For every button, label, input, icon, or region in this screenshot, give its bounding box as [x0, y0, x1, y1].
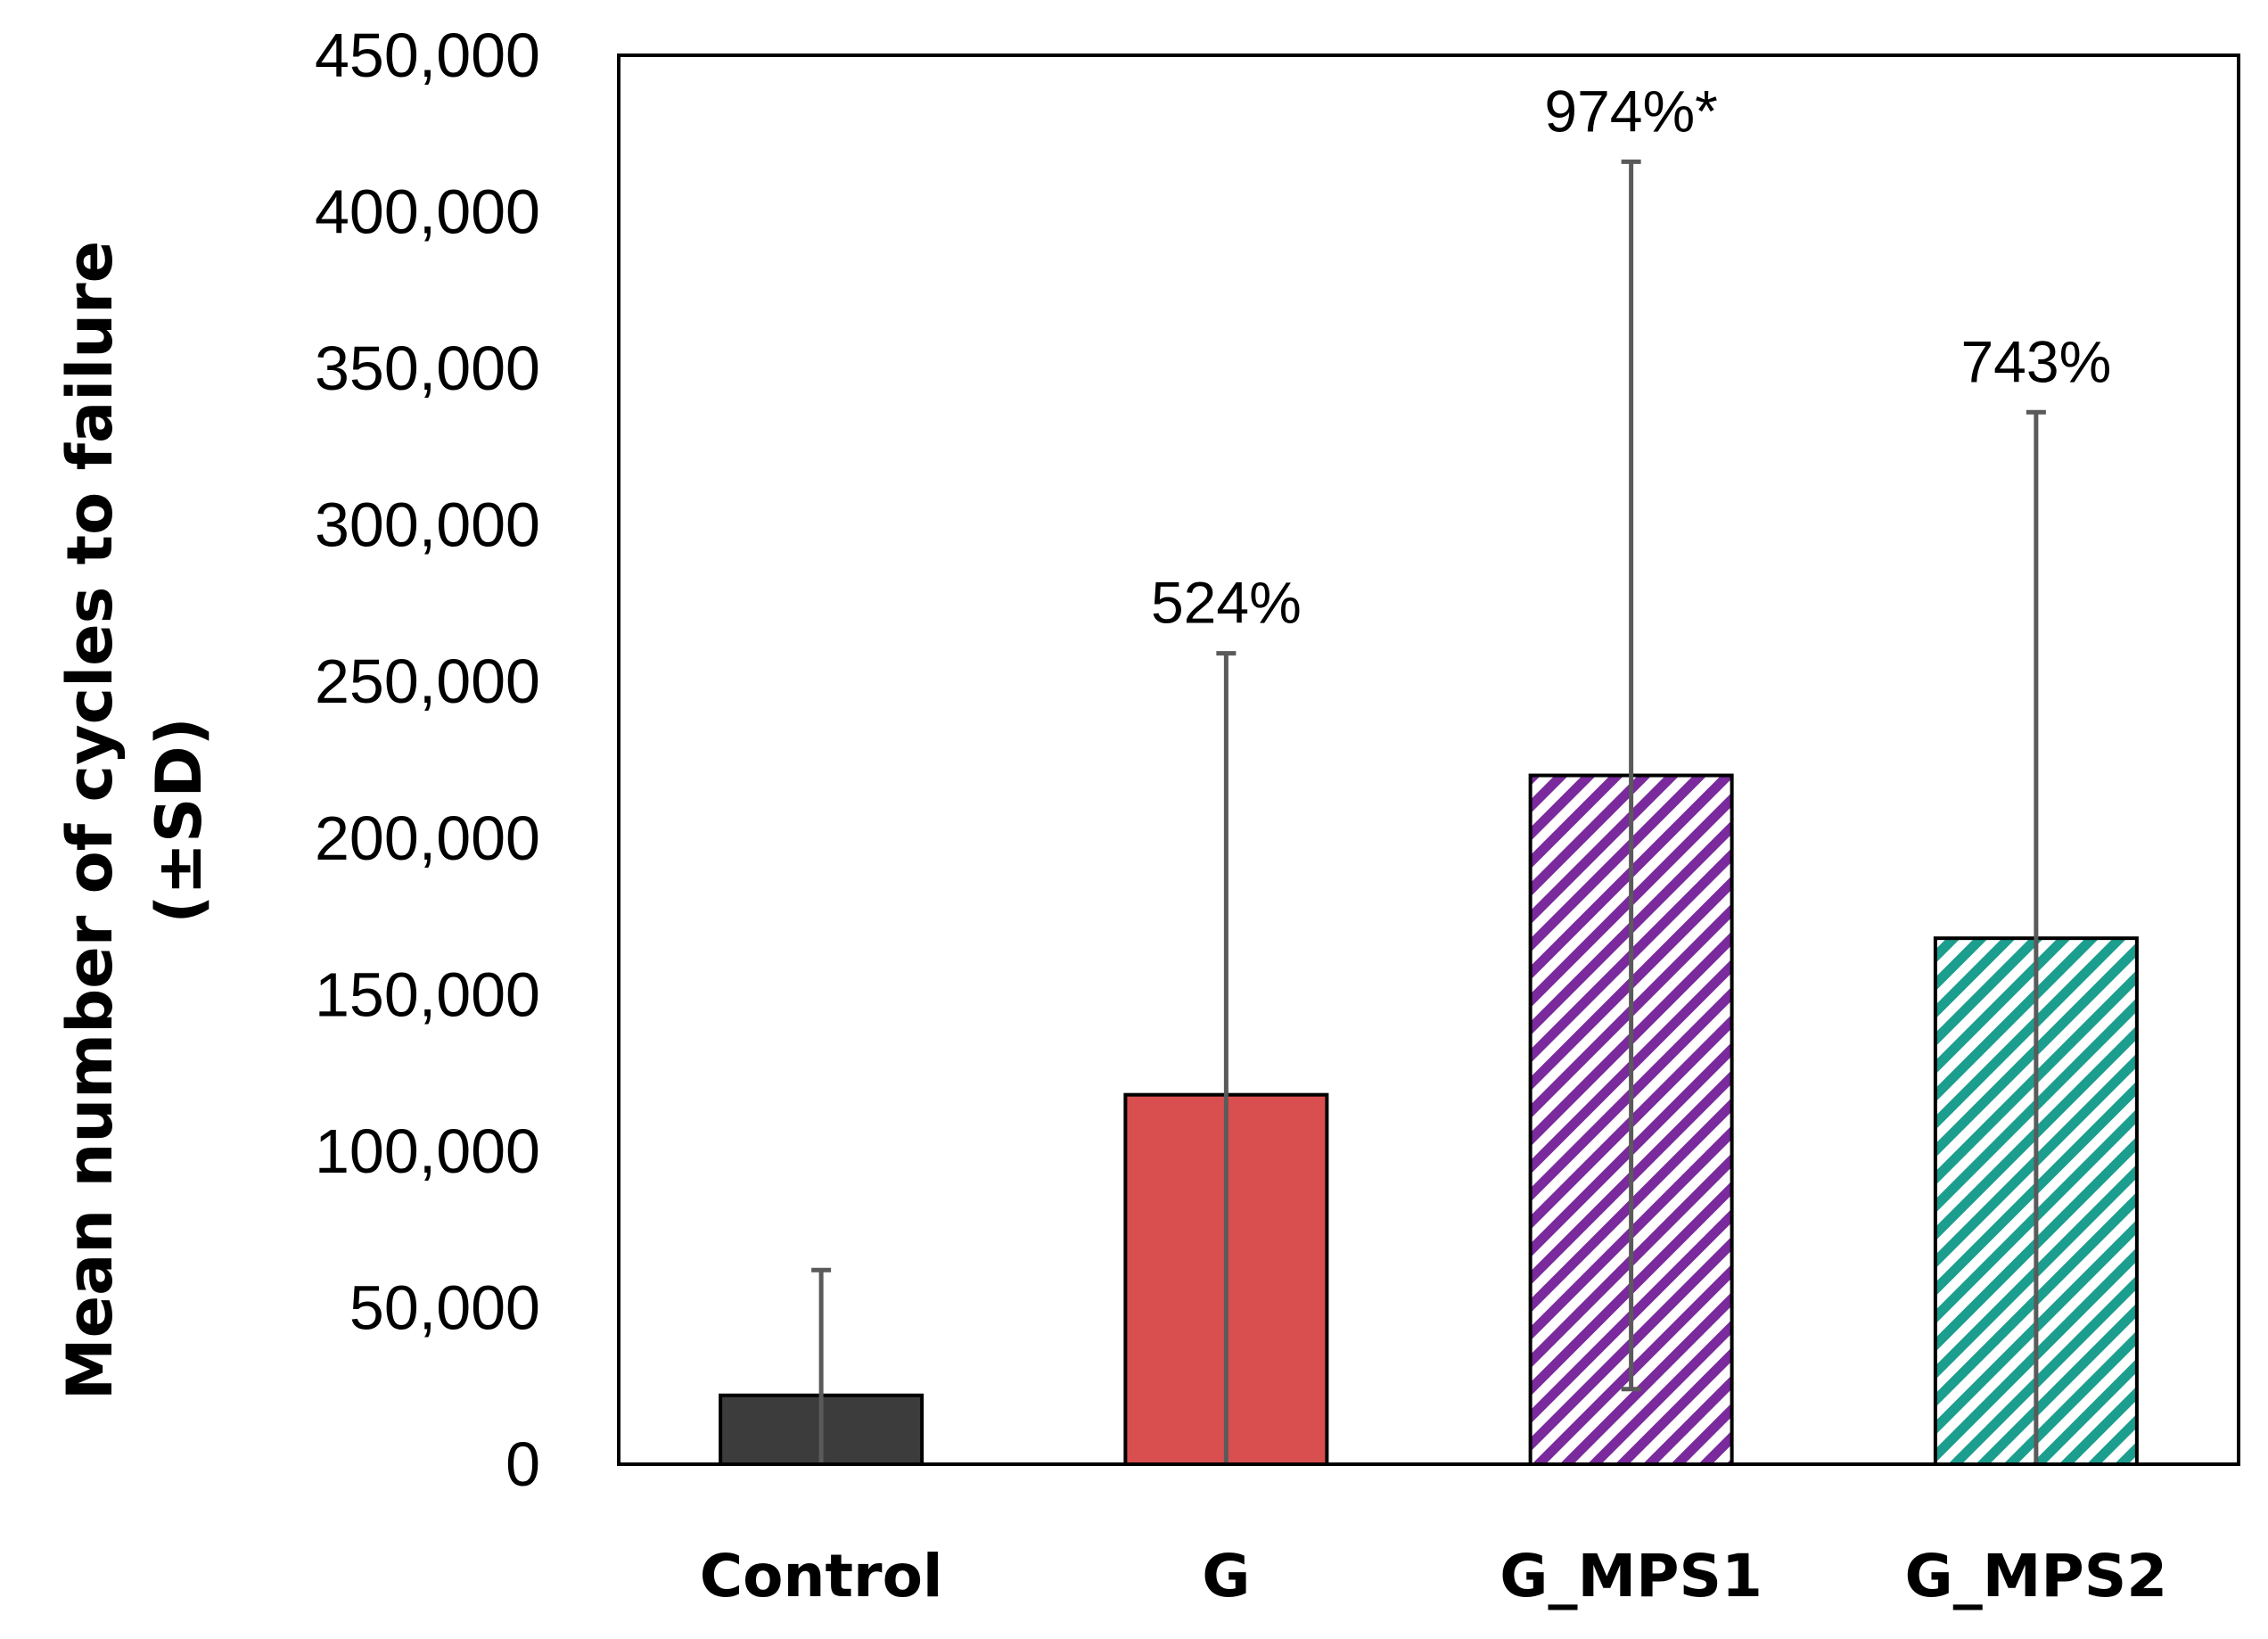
y-tick-label: 150,000 [315, 960, 540, 1029]
error-bars [811, 159, 2046, 1464]
y-tick-label: 200,000 [315, 803, 540, 873]
x-category-label: G_MPS2 [1905, 1542, 2168, 1610]
y-tick-label: 0 [505, 1429, 540, 1499]
y-tick-label: 400,000 [315, 177, 540, 247]
y-axis-label: Mean number of cycles to failure (±SD) [53, 241, 216, 1400]
y-axis-ticks: 0 50,000 100,000 150,000 200,000 250,000 300,0… [315, 21, 540, 1499]
percent-annotation: 524% [1151, 570, 1302, 636]
percent-annotation: 974%* [1544, 78, 1718, 144]
y-tick-label: 250,000 [315, 647, 540, 716]
bars [719, 773, 2139, 1467]
y-axis-title-line: (±SD) [143, 717, 216, 923]
y-tick-label: 300,000 [315, 490, 540, 560]
y-tick-label: 50,000 [349, 1272, 540, 1342]
x-axis-categories: Control G G_MPS1 G_MPS2 [700, 1542, 2168, 1610]
x-category-label: Control [700, 1542, 943, 1610]
x-category-label: G_MPS1 [1500, 1542, 1763, 1610]
percent-annotation: 743% [1960, 328, 2111, 394]
y-tick-label: 450,000 [315, 21, 540, 90]
plot-area-frame [617, 54, 2240, 1466]
y-axis-title-line: Mean number of cycles to failure [53, 241, 127, 1400]
bar-annotations: 524% 974%* 743% [1151, 78, 2111, 635]
y-tick-label: 350,000 [315, 334, 540, 403]
x-category-label: G [1202, 1542, 1250, 1610]
y-tick-label: 100,000 [315, 1116, 540, 1186]
